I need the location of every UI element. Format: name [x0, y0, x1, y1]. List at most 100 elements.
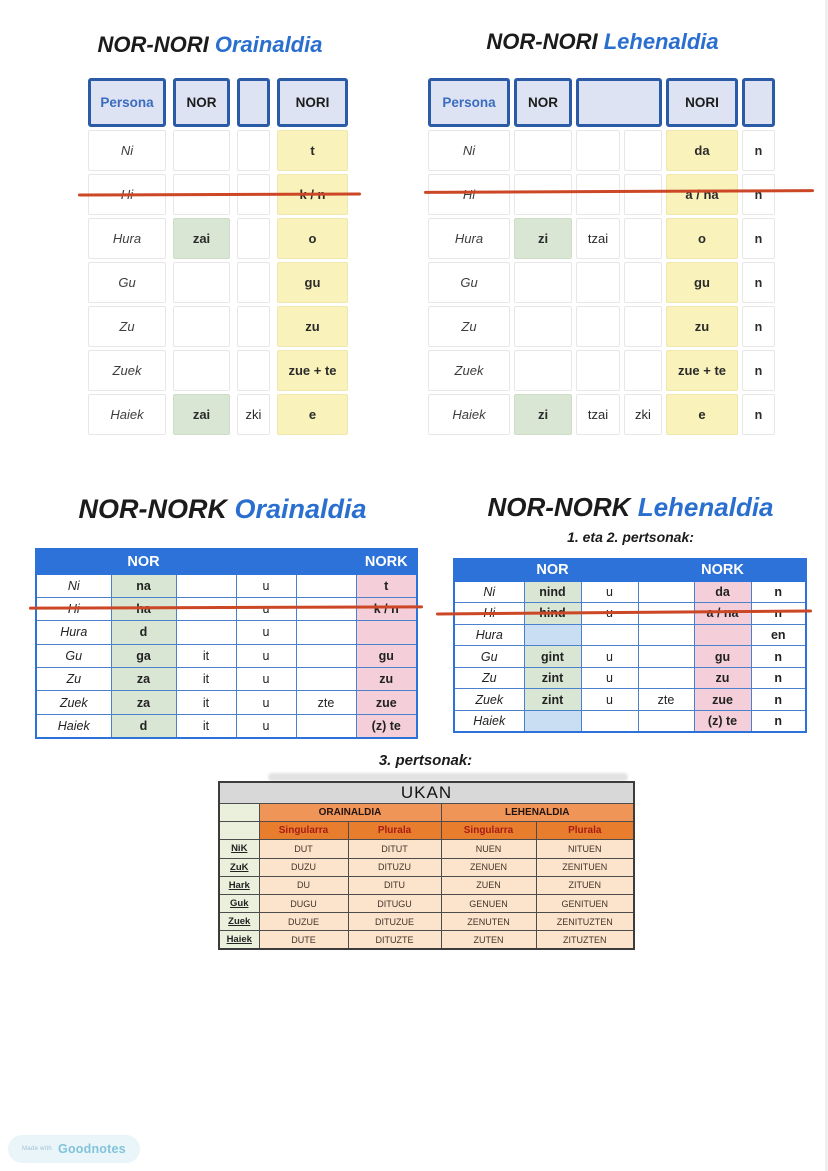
column-header-nor: NOR	[514, 78, 572, 127]
value-cell	[576, 306, 620, 347]
value-cell: na	[110, 573, 177, 598]
value-cell: DUGU	[258, 893, 349, 914]
value-cell: da	[666, 130, 738, 171]
value-cell: DUT	[258, 839, 349, 859]
value-cell: n	[750, 580, 807, 604]
person-cell: Gu	[88, 262, 166, 303]
value-cell	[237, 218, 270, 259]
column-header-plurala: Plurala	[535, 821, 635, 841]
value-cell	[624, 262, 662, 303]
value-cell: t	[277, 130, 348, 171]
header-spacer-cell	[218, 802, 260, 823]
value-cell: DITUZUE	[347, 912, 442, 932]
column-header-nor: NOR	[523, 558, 582, 582]
value-cell: DUZU	[258, 857, 349, 877]
value-cell: zue	[693, 688, 752, 712]
person-cell: Ni	[453, 580, 525, 604]
value-cell	[637, 580, 695, 604]
value-cell: n	[750, 602, 807, 625]
value-cell	[637, 623, 695, 647]
person-cell: Zuek	[88, 350, 166, 391]
value-cell	[624, 306, 662, 347]
badge-brand-label: Goodnotes	[58, 1142, 126, 1156]
value-cell: u	[235, 573, 297, 598]
column-header-spacer	[576, 78, 662, 127]
value-cell: za	[110, 667, 177, 692]
title-main: NOR-NORK	[487, 492, 631, 522]
person-cell: Zuek	[218, 912, 260, 932]
header-spacer-cell	[235, 548, 297, 575]
value-cell: zki	[237, 394, 270, 435]
value-cell: tzai	[576, 394, 620, 435]
value-cell: ha	[110, 596, 177, 622]
value-cell: DITUZTE	[347, 930, 442, 950]
value-cell: zu	[666, 306, 738, 347]
value-cell	[624, 130, 662, 171]
value-cell: n	[750, 666, 807, 690]
value-cell: zai	[173, 394, 230, 435]
value-cell: nind	[523, 580, 582, 604]
value-cell	[637, 645, 695, 668]
value-cell: o	[666, 218, 738, 259]
person-cell: Hura	[35, 620, 112, 645]
value-cell: GENITUEN	[535, 893, 635, 914]
column-header-nork: NORK	[355, 548, 418, 575]
title-main: NOR-NORI	[486, 29, 598, 54]
goodnotes-badge[interactable]: Made with Goodnotes	[8, 1135, 140, 1163]
value-cell: it	[175, 713, 237, 739]
value-cell: en	[750, 623, 807, 647]
value-cell	[576, 262, 620, 303]
value-cell: DU	[258, 875, 349, 895]
column-header-persona: Persona	[428, 78, 510, 127]
column-group-orainaldia: ORAINALDIA	[258, 802, 442, 823]
nor-nori-orainaldia-title: NOR-NORI Orainaldia	[60, 32, 360, 58]
badge-made-with-label: Made with	[22, 1146, 53, 1152]
value-cell: zi	[514, 218, 572, 259]
person-cell: Ni	[88, 130, 166, 171]
value-cell	[637, 710, 695, 733]
person-cell: NiK	[218, 839, 260, 859]
value-cell: gint	[523, 645, 582, 668]
value-cell: ZITUEN	[535, 875, 635, 895]
value-cell: n	[750, 710, 807, 733]
value-cell	[637, 666, 695, 690]
value-cell: DITUZU	[347, 857, 442, 877]
header-spacer-cell	[218, 821, 260, 841]
value-cell: gu	[355, 643, 418, 669]
person-cell: Haiek	[88, 394, 166, 435]
column-header-persona: Persona	[88, 78, 166, 127]
value-cell: gu	[666, 262, 738, 303]
title-accent: Lehenaldia	[637, 492, 774, 522]
person-cell: Hark	[218, 875, 260, 895]
value-cell: ZENITUZTEN	[535, 912, 635, 932]
value-cell	[514, 130, 572, 171]
column-header-singularra: Singularra	[258, 821, 349, 841]
value-cell: DUZUE	[258, 912, 349, 932]
value-cell: ZENUEN	[440, 857, 537, 877]
value-cell	[175, 573, 237, 598]
value-cell: u	[580, 688, 639, 712]
value-cell	[693, 623, 752, 647]
value-cell	[355, 620, 418, 645]
value-cell: zint	[523, 688, 582, 712]
value-cell: zue + te	[666, 350, 738, 391]
value-cell	[237, 350, 270, 391]
value-cell: u	[235, 620, 297, 645]
value-cell: ZENITUEN	[535, 857, 635, 877]
value-cell: DUTE	[258, 930, 349, 950]
value-cell	[295, 573, 357, 598]
value-cell: u	[235, 643, 297, 669]
ukan-table: UKAN ORAINALDIA LEHENALDIA Singularra Pl…	[218, 781, 636, 950]
value-cell	[624, 350, 662, 391]
value-cell: zai	[173, 218, 230, 259]
title-accent: Orainaldia	[214, 32, 323, 57]
person-cell: Haiek	[428, 394, 510, 435]
scan-shadow-artifact	[268, 773, 628, 781]
person-cell: Haiek	[35, 713, 112, 739]
column-header-spacer	[237, 78, 270, 127]
value-cell: n	[750, 645, 807, 668]
value-cell: gu	[277, 262, 348, 303]
value-cell: n	[742, 218, 775, 259]
header-spacer-cell	[750, 558, 807, 582]
